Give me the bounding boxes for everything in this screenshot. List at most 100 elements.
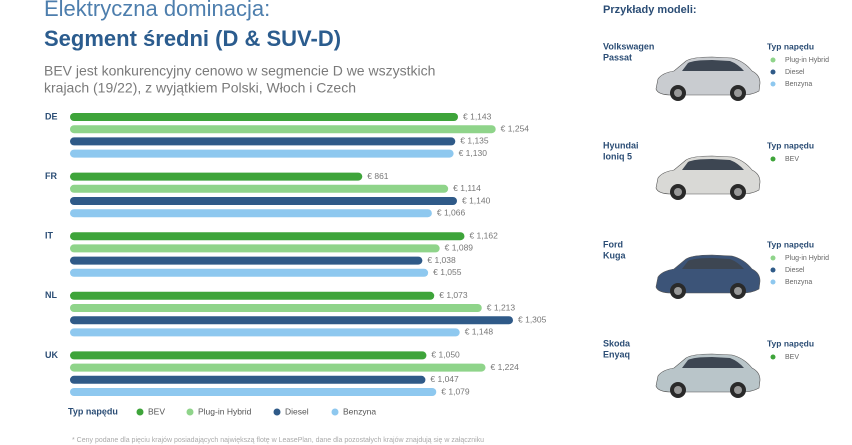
bar: [70, 209, 432, 218]
value-label: € 1,162: [469, 230, 498, 240]
chart-subtitle: BEV jest konkurencyjny cenowo w segmenci…: [44, 63, 435, 79]
value-label: € 1,114: [453, 183, 481, 193]
car-rim: [674, 386, 682, 394]
value-label: € 1,224: [491, 362, 520, 372]
drive-title: Typ napędu: [767, 338, 814, 348]
drive-label: Benzyna: [785, 279, 812, 286]
drive-label: BEV: [785, 156, 799, 163]
bar: [70, 363, 486, 372]
legend-swatch: [331, 408, 339, 416]
category-label: NL: [45, 290, 57, 300]
bar: [70, 244, 440, 253]
drive-label: Diesel: [785, 267, 805, 274]
bar: [70, 113, 459, 121]
value-label: € 1,305: [518, 314, 547, 324]
footnote: * Ceny podane dla pięciu krajów posiadaj…: [72, 437, 484, 444]
bar: [70, 125, 496, 134]
bar: [70, 197, 457, 205]
car-rim: [734, 386, 742, 394]
bar: [70, 149, 454, 158]
category-label: UK: [45, 350, 58, 360]
value-label: € 1,066: [437, 207, 466, 217]
bar: [70, 351, 427, 360]
drive-label: Diesel: [785, 69, 805, 76]
legend-label: Benzyna: [343, 406, 376, 416]
bar: [70, 375, 426, 384]
value-label: € 1,050: [431, 350, 460, 360]
bar: [70, 291, 435, 300]
value-label: € 1,213: [487, 302, 516, 312]
value-label: € 1,140: [462, 195, 491, 205]
legend-label: Diesel: [285, 406, 309, 416]
legend-label: BEV: [148, 406, 165, 416]
legend-label: Plug-in Hybrid: [198, 406, 252, 416]
car-image: [655, 353, 761, 398]
model-name: Skoda: [603, 338, 631, 348]
car-image: [655, 155, 761, 200]
bar: [70, 268, 429, 277]
panel-title: Przykłady modeli:: [603, 4, 697, 16]
chart-subtitle: krajach (19/22), z wyjątkiem Polski, Wło…: [44, 80, 356, 96]
value-label: € 1,055: [433, 267, 462, 277]
car-window: [682, 159, 744, 170]
value-label: € 861: [367, 171, 389, 181]
car-window: [682, 357, 744, 368]
bar: [70, 304, 482, 312]
legend-swatch: [136, 408, 144, 416]
category-label: FR: [45, 171, 57, 181]
drive-dot: [770, 81, 776, 87]
drive-title: Typ napędu: [767, 41, 814, 51]
drive-dot: [770, 156, 776, 162]
bar: [70, 184, 449, 193]
drive-dot: [770, 354, 776, 360]
model-name: Ioniq 5: [603, 151, 632, 161]
chart-subtitle-title: Segment średni (D & SUV-D): [44, 26, 341, 51]
drive-dot: [770, 267, 776, 273]
legend-swatch: [273, 408, 281, 416]
drive-dot: [770, 57, 776, 63]
car-rim: [674, 89, 682, 97]
value-label: € 1,038: [427, 255, 456, 265]
bar: [70, 256, 423, 265]
model-name: Kuga: [603, 250, 626, 260]
drive-label: Plug-in Hybrid: [785, 57, 829, 64]
value-label: € 1,073: [439, 290, 468, 300]
legend-swatch: [186, 408, 194, 416]
value-label: € 1,135: [460, 136, 489, 146]
car-rim: [734, 287, 742, 295]
drive-label: BEV: [785, 354, 799, 361]
category-label: IT: [45, 231, 54, 241]
value-label: € 1,148: [465, 327, 494, 337]
drive-dot: [770, 279, 776, 285]
car-rim: [734, 89, 742, 97]
drive-dot: [770, 69, 776, 75]
value-label: € 1,047: [430, 374, 459, 384]
bar: [70, 328, 460, 337]
drive-title: Typ napędu: [767, 239, 814, 249]
model-name: Ford: [603, 239, 623, 249]
value-label: € 1,130: [459, 148, 488, 158]
car-rim: [674, 188, 682, 196]
model-name: Passat: [603, 52, 632, 62]
car-rim: [734, 188, 742, 196]
value-label: € 1,079: [441, 386, 470, 396]
chart-title: Elektryczna dominacja:: [44, 0, 270, 21]
model-name: Enyaq: [603, 349, 630, 359]
model-name: Volkswagen: [603, 41, 654, 51]
model-name: Hyundai: [603, 140, 639, 150]
value-label: € 1,254: [501, 123, 530, 133]
drive-label: Plug-in Hybrid: [785, 255, 829, 262]
legend-title: Typ napędu: [68, 406, 118, 416]
car-image: [655, 56, 761, 101]
category-label: DE: [45, 111, 58, 121]
car-rim: [674, 287, 682, 295]
drive-dot: [770, 255, 776, 261]
bar: [70, 388, 437, 396]
car-window: [682, 60, 744, 71]
bar: [70, 232, 465, 241]
drive-title: Typ napędu: [767, 140, 814, 150]
value-label: € 1,089: [445, 243, 474, 253]
car-image: [655, 254, 761, 299]
car-window: [682, 258, 744, 269]
